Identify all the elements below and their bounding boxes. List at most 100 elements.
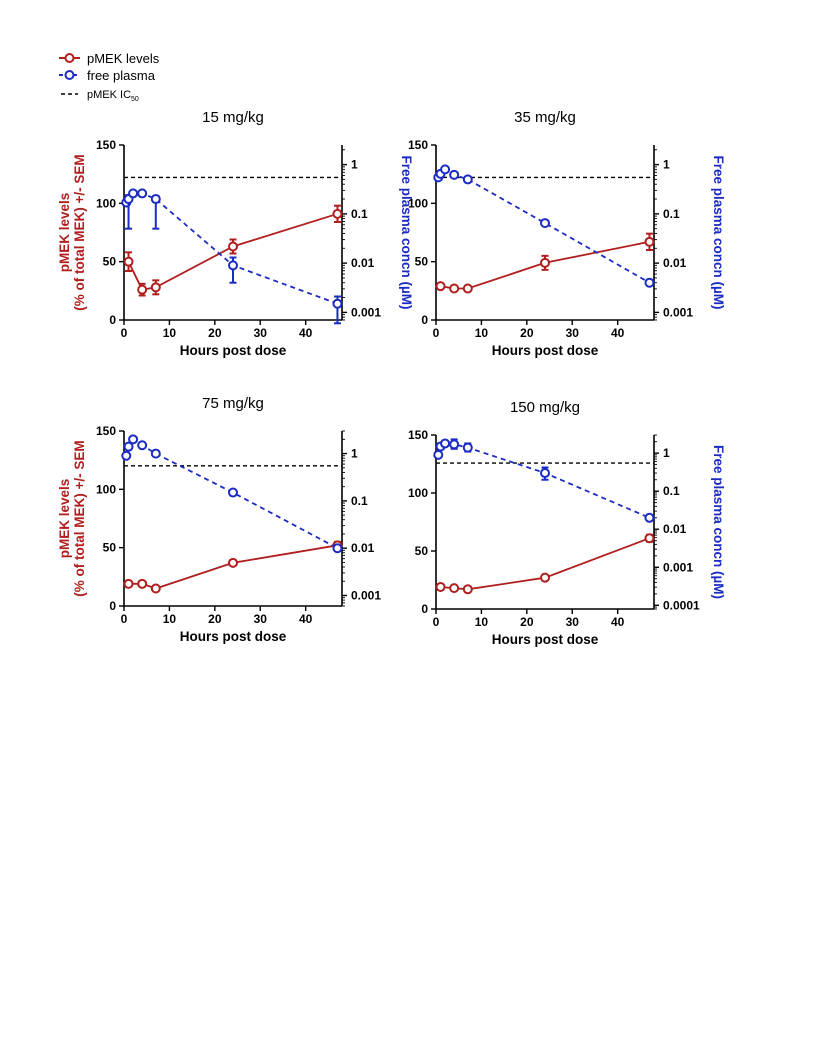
y-tick-label: 0 <box>421 602 428 616</box>
y-axis-label: pMEK levels <box>57 193 72 273</box>
x-tick-label: 30 <box>566 615 580 629</box>
plasma-point <box>440 438 451 449</box>
plasma-point <box>128 188 139 199</box>
plasma-point <box>150 448 161 459</box>
pmek-point <box>435 281 446 292</box>
y2-tick-label: 1 <box>351 447 358 461</box>
x-tick-label: 0 <box>433 615 440 629</box>
legend-item-ic50: pMEK IC50 <box>61 89 139 103</box>
y2-axis-label: Free plasma concn (µM) <box>399 155 414 309</box>
y2-tick-label: 0.01 <box>663 256 687 270</box>
x-axis-label: Hours post dose <box>180 629 287 644</box>
chart-title: 150 mg/kg <box>510 399 580 416</box>
x-tick-label: 10 <box>163 612 177 626</box>
pmek-point <box>150 282 161 293</box>
y-tick-label: 150 <box>408 138 428 152</box>
panels: 15 mg/kg0 10 20 30 400501001500.0010.010.11H… <box>57 109 726 647</box>
y2-tick-label: 0.01 <box>351 541 375 555</box>
chart-title: 15 mg/kg <box>202 109 264 126</box>
x-axis-label: Hours post dose <box>492 343 599 358</box>
legend: pMEK levels free plasma pMEK IC50 <box>59 51 160 103</box>
plasma-point <box>462 174 473 185</box>
y2-tick-label: 0.0001 <box>663 598 700 612</box>
legend-label-ic50: pMEK IC50 <box>87 89 139 103</box>
x-tick-label: 0 <box>433 326 440 340</box>
pmek-point <box>123 578 134 589</box>
y2-tick-label: 0.001 <box>663 305 693 319</box>
y2-tick-label: 1 <box>351 158 358 172</box>
plasma-point <box>449 169 460 180</box>
y2-tick-label: 0.1 <box>351 207 368 221</box>
plasma-point <box>449 439 460 450</box>
y2-tick-label: 0.1 <box>663 207 680 221</box>
pmek-point <box>540 572 550 583</box>
plasma-point <box>540 218 550 229</box>
chart-title: 75 mg/kg <box>202 395 264 412</box>
series-pmek <box>435 232 655 294</box>
plasma-point <box>440 164 451 175</box>
pmek-point <box>449 583 460 594</box>
x-axis-label: Hours post dose <box>492 632 599 647</box>
y2-tick-label: 0.01 <box>351 256 375 270</box>
y-tick-label: 50 <box>415 255 429 269</box>
y2-axis-label: Free plasma concn (µM) <box>711 445 726 599</box>
pmek-point <box>462 283 473 294</box>
y-tick-label: 150 <box>408 428 428 442</box>
chart-panel-3: 75 mg/kg 0 10 20 30 40 0 50 100 150 0.001 0.01 0.1 1 H… <box>57 395 381 644</box>
plasma-point <box>644 277 655 288</box>
y-tick-label: 100 <box>408 486 428 500</box>
pmek-point <box>137 284 148 295</box>
plasma-point <box>137 188 148 199</box>
x-tick-label: 40 <box>299 612 313 626</box>
y-tick-label: 50 <box>415 544 429 558</box>
y2-axis-label: Free plasma concn (µM) <box>711 155 726 309</box>
series-plasma <box>121 188 343 325</box>
y2-tick-label: 0.01 <box>663 522 687 536</box>
pmek-point <box>644 533 655 544</box>
y2-tick-label: 0.001 <box>351 589 381 603</box>
y-tick-label: 0 <box>109 313 116 327</box>
x-tick-label: 30 <box>254 326 268 340</box>
pmek-point <box>228 241 238 252</box>
plasma-point <box>540 468 550 479</box>
x-tick-label: 10 <box>475 615 489 629</box>
y-tick-label: 50 <box>103 255 117 269</box>
y-tick-label: 50 <box>103 541 117 555</box>
x-tick-label: 10 <box>163 326 177 340</box>
y-tick-label: 0 <box>421 313 428 327</box>
legend-marker-pmek <box>64 53 75 63</box>
x-tick-label: 0 <box>121 326 128 340</box>
y2-tick-label: 0.1 <box>351 494 368 508</box>
pmek-point <box>137 578 148 589</box>
x-tick-label: 30 <box>254 612 268 626</box>
y-tick-label: 150 <box>96 424 116 438</box>
y2-tick-label: 1 <box>663 158 670 172</box>
x-tick-label: 10 <box>475 326 489 340</box>
plasma-point <box>644 512 655 523</box>
pmek-point <box>228 557 238 568</box>
plasma-point <box>228 260 238 271</box>
y2-tick-label: 0.001 <box>663 560 693 574</box>
x-tick-label: 20 <box>208 326 222 340</box>
legend-item-plasma: free plasma <box>59 68 156 83</box>
y2-tick-label: 1 <box>663 446 670 460</box>
pmek-point <box>150 583 161 594</box>
y-tick-label: 150 <box>96 138 116 152</box>
y2-tick-label: 0.001 <box>351 305 381 319</box>
x-tick-label: 40 <box>611 615 625 629</box>
plasma-point <box>150 194 161 205</box>
series-pmek <box>435 533 655 595</box>
legend-item-pmek: pMEK levels <box>59 51 160 66</box>
x-tick-label: 40 <box>611 326 625 340</box>
x-tick-label: 0 <box>121 612 128 626</box>
pmek-point <box>123 256 134 267</box>
legend-label-pmek: pMEK levels <box>87 51 160 66</box>
x-tick-label: 20 <box>520 326 534 340</box>
pmek-point <box>435 581 446 592</box>
chart-panel-1: 15 mg/kg 0 10 20 30 40 0 50 100 150 0.001 0.01 0.1 1 H… <box>57 109 414 358</box>
series-pmek <box>123 540 343 594</box>
plasma-point <box>228 487 238 498</box>
series-plasma <box>121 434 343 554</box>
plasma-point <box>121 450 132 461</box>
